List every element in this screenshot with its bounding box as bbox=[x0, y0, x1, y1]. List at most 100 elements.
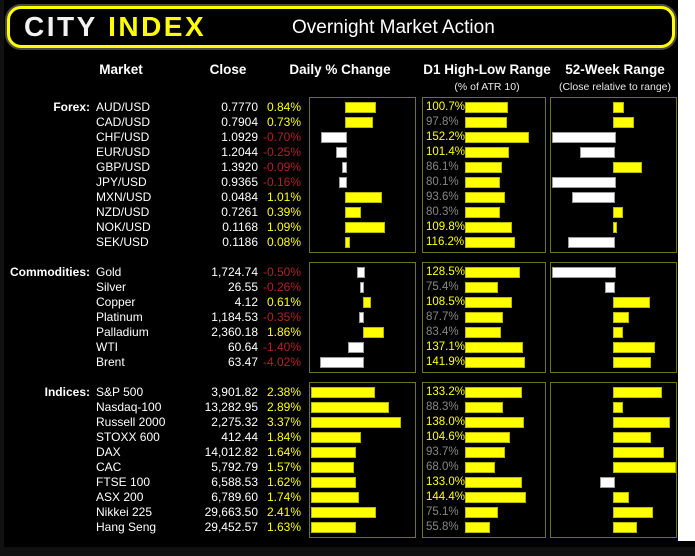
daily-change-value: 1.62% bbox=[266, 475, 301, 489]
daily-change-bar bbox=[345, 237, 350, 248]
market-name: ASX 200 bbox=[96, 490, 144, 504]
w52-range-cell bbox=[551, 115, 676, 130]
market-name: Brent bbox=[96, 355, 125, 369]
close-value: 0.1186 bbox=[222, 235, 258, 249]
w52-range-bar bbox=[552, 267, 616, 278]
market-group: Commodities: Gold 1,724.74 -0.50% 128.5% Silv… bbox=[0, 262, 695, 373]
daily-change-value: 2.89% bbox=[266, 400, 301, 414]
daily-change-bar-cell bbox=[310, 220, 415, 235]
w52-range-bar bbox=[613, 297, 650, 308]
column-header-close: Close bbox=[209, 62, 247, 77]
d1-range-cell: 87.7% bbox=[423, 310, 545, 325]
daily-change-value: 0.84% bbox=[266, 100, 301, 114]
daily-change-panel bbox=[309, 97, 416, 253]
w52-range-cell bbox=[551, 175, 676, 190]
d1-range-bar bbox=[465, 162, 503, 173]
d1-range-bar bbox=[465, 312, 503, 323]
column-subheader-52w-range: (Close relative to range) bbox=[558, 81, 672, 93]
page-bottom-margin bbox=[0, 547, 695, 556]
d1-range-bar bbox=[465, 147, 509, 158]
w52-range-bar bbox=[613, 522, 637, 533]
d1-range-cell: 137.1% bbox=[423, 340, 545, 355]
w52-range-cell bbox=[551, 445, 676, 460]
daily-change-bar bbox=[311, 387, 376, 398]
daily-change-bar-cell bbox=[310, 175, 415, 190]
daily-change-bar-cell bbox=[310, 235, 415, 250]
d1-range-bar bbox=[465, 432, 510, 443]
daily-change-value: 1.09% bbox=[266, 220, 301, 234]
close-value: 0.7904 bbox=[221, 115, 258, 129]
market-name: CAD/USD bbox=[96, 115, 151, 129]
daily-change-bar-cell bbox=[310, 310, 415, 325]
w52-range-cell bbox=[551, 325, 676, 340]
w52-range-bar bbox=[613, 102, 625, 113]
w52-range-bar bbox=[613, 492, 630, 503]
daily-change-value: -0.25% bbox=[262, 145, 301, 159]
daily-change-bar-cell bbox=[310, 205, 415, 220]
w52-range-cell bbox=[551, 205, 676, 220]
w52-range-bar bbox=[599, 477, 615, 488]
daily-change-value: 1.74% bbox=[266, 490, 301, 504]
daily-change-bar-cell bbox=[310, 130, 415, 145]
daily-change-value: -0.26% bbox=[262, 280, 301, 294]
column-subheader-d1-range: (% of ATR 10) bbox=[454, 81, 520, 93]
column-header-d1-range: D1 High-Low Range bbox=[423, 62, 551, 77]
table-row: Hang Seng 29,452.57 1.63% 55.8% bbox=[0, 520, 695, 535]
market-name: Russell 2000 bbox=[96, 415, 166, 429]
table-row: CAD/USD 0.7904 0.73% 97.8% bbox=[0, 115, 695, 130]
close-value: 4.12 bbox=[234, 295, 258, 309]
w52-range-cell bbox=[551, 385, 676, 400]
daily-change-value: 1.84% bbox=[266, 430, 301, 444]
w52-range-cell bbox=[551, 400, 676, 415]
daily-change-bar-cell bbox=[310, 520, 415, 535]
w52-range-cell bbox=[551, 415, 676, 430]
w52-range-panel bbox=[550, 262, 677, 373]
daily-change-bar-cell bbox=[310, 460, 415, 475]
brand-logo-city: CITY bbox=[24, 11, 98, 42]
table-row: GBP/USD 1.3920 -0.09% 86.1% bbox=[0, 160, 695, 175]
d1-range-value: 88.3% bbox=[426, 401, 459, 413]
d1-range-value: 104.6% bbox=[426, 431, 466, 443]
table-row: Palladium 2,360.18 1.86% 83.4% bbox=[0, 325, 695, 340]
market-name: Gold bbox=[96, 265, 122, 279]
market-name: CHF/USD bbox=[96, 130, 150, 144]
close-value: 14,012.82 bbox=[204, 445, 258, 459]
daily-change-value: -0.35% bbox=[262, 310, 301, 324]
d1-range-cell: 86.1% bbox=[423, 160, 545, 175]
daily-change-bar bbox=[320, 132, 347, 143]
w52-range-panel bbox=[550, 382, 677, 538]
daily-change-bar bbox=[311, 507, 377, 518]
daily-change-value: 1.64% bbox=[266, 445, 301, 459]
report-title: Overnight Market Action bbox=[292, 17, 495, 38]
d1-range-value: 86.1% bbox=[426, 161, 459, 173]
daily-change-value: 1.57% bbox=[266, 460, 301, 474]
w52-range-bar bbox=[613, 387, 663, 398]
table-row: Platinum 1,184.53 -0.35% 87.7% bbox=[0, 310, 695, 325]
d1-range-value: 55.8% bbox=[426, 521, 459, 533]
w52-range-bar bbox=[613, 327, 624, 338]
close-value: 29,663.50 bbox=[204, 505, 258, 519]
w52-range-bar bbox=[552, 177, 616, 188]
daily-change-value: 3.37% bbox=[266, 415, 301, 429]
close-value: 6,789.60 bbox=[211, 490, 258, 504]
w52-range-bar bbox=[613, 357, 651, 368]
w52-range-bar bbox=[613, 312, 630, 323]
d1-range-value: 100.7% bbox=[426, 101, 466, 113]
market-name: GBP/USD bbox=[96, 160, 151, 174]
d1-range-bar bbox=[465, 492, 527, 503]
page-right-margin bbox=[678, 0, 695, 541]
w52-range-cell bbox=[551, 475, 676, 490]
table-row: EUR/USD 1.2044 -0.25% 101.4% bbox=[0, 145, 695, 160]
close-value: 13,282.95 bbox=[204, 400, 258, 414]
d1-range-cell: 88.3% bbox=[423, 400, 545, 415]
close-value: 0.1168 bbox=[222, 220, 258, 234]
daily-change-bar-cell bbox=[310, 340, 415, 355]
market-name: Hang Seng bbox=[96, 520, 157, 534]
d1-range-panel bbox=[422, 262, 546, 373]
daily-change-bar bbox=[311, 447, 357, 458]
daily-change-bar-cell bbox=[310, 115, 415, 130]
w52-range-cell bbox=[551, 430, 676, 445]
w52-range-panel bbox=[550, 97, 677, 253]
d1-range-bar bbox=[465, 237, 515, 248]
w52-range-bar bbox=[552, 132, 616, 143]
